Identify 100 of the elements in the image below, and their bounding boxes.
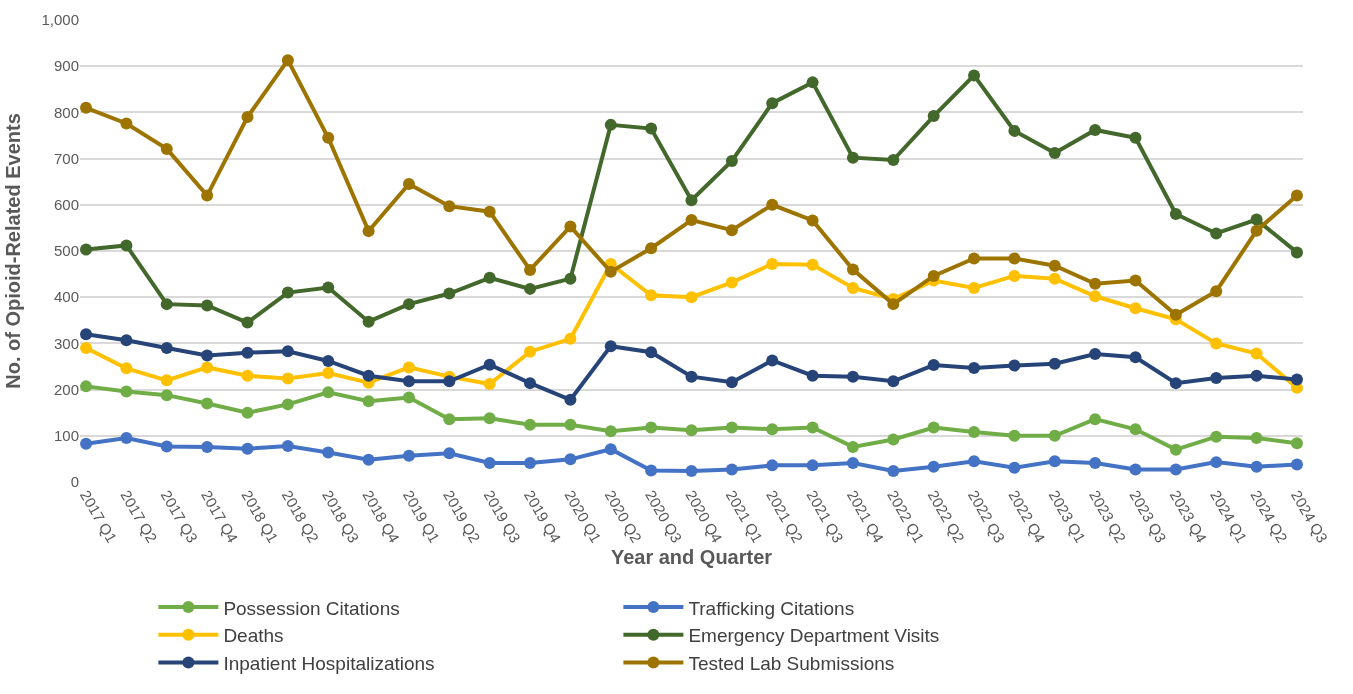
- point: [322, 354, 335, 367]
- point: [887, 464, 900, 477]
- y-tick-label: 700: [53, 149, 79, 167]
- point: [1129, 423, 1142, 436]
- point: [120, 432, 133, 445]
- point: [241, 316, 254, 329]
- point: [1129, 274, 1142, 287]
- point: [1048, 147, 1061, 160]
- point: [604, 265, 617, 278]
- point: [1008, 269, 1021, 282]
- y-tick-label: 300: [53, 334, 79, 352]
- point: [846, 151, 859, 164]
- point: [846, 457, 859, 470]
- point: [645, 289, 658, 302]
- point: [1250, 347, 1263, 360]
- point: [725, 154, 738, 167]
- point: [160, 389, 173, 402]
- point: [968, 281, 981, 294]
- point: [725, 463, 738, 476]
- point: [1089, 413, 1102, 426]
- point: [1250, 213, 1263, 226]
- point: [1290, 189, 1303, 202]
- point: [322, 446, 335, 459]
- point: [241, 346, 254, 359]
- legend-label: Inpatient Hospitalizations: [223, 652, 435, 674]
- point: [402, 449, 415, 462]
- point: [483, 358, 496, 371]
- point: [604, 118, 617, 131]
- point: [1290, 246, 1303, 259]
- legend-label: Deaths: [223, 625, 284, 647]
- point: [927, 460, 940, 473]
- point: [322, 366, 335, 379]
- point: [402, 391, 415, 404]
- y-tick-label: 500: [53, 242, 79, 260]
- point: [120, 239, 133, 252]
- point: [241, 369, 254, 382]
- point: [887, 433, 900, 446]
- point: [201, 397, 214, 410]
- point: [281, 398, 294, 411]
- point: [362, 369, 375, 382]
- point: [160, 342, 173, 355]
- point: [443, 375, 456, 388]
- point: [1089, 290, 1102, 303]
- point: [968, 426, 981, 439]
- point: [1210, 285, 1223, 298]
- y-tick-label: 200: [53, 380, 79, 398]
- legend-label: Tested Lab Submissions: [688, 652, 895, 674]
- point: [1210, 430, 1223, 443]
- point: [281, 54, 294, 67]
- point: [766, 257, 779, 270]
- point: [281, 286, 294, 299]
- point: [685, 214, 698, 227]
- point: [201, 299, 214, 312]
- point: [443, 413, 456, 426]
- point: [1250, 460, 1263, 473]
- point: [443, 287, 456, 300]
- point: [927, 269, 940, 282]
- point: [120, 385, 133, 398]
- point: [725, 276, 738, 289]
- point: [766, 423, 779, 436]
- point: [1169, 208, 1182, 221]
- point: [766, 198, 779, 211]
- point: [402, 178, 415, 190]
- point: [524, 345, 537, 358]
- point: [1008, 429, 1021, 442]
- point: [806, 76, 819, 89]
- point: [806, 258, 819, 271]
- point: [160, 298, 173, 311]
- point: [685, 194, 698, 207]
- point: [1008, 124, 1021, 137]
- point: [483, 457, 496, 470]
- point: [80, 328, 93, 341]
- point: [645, 122, 658, 135]
- point: [1048, 455, 1061, 468]
- point: [1210, 337, 1223, 350]
- point: [120, 117, 133, 130]
- y-tick-label: 1,000: [41, 11, 79, 29]
- point: [887, 153, 900, 166]
- point: [1210, 227, 1223, 240]
- point: [201, 349, 214, 362]
- point: [927, 110, 940, 123]
- point: [524, 377, 537, 390]
- point: [241, 111, 254, 124]
- point: [1129, 463, 1142, 476]
- point: [402, 375, 415, 388]
- point: [80, 437, 93, 450]
- point: [201, 440, 214, 453]
- point: [645, 242, 658, 255]
- point: [1048, 272, 1061, 285]
- y-tick-label: 100: [53, 427, 79, 445]
- point: [1048, 259, 1061, 272]
- point: [1169, 463, 1182, 476]
- point: [685, 291, 698, 304]
- point: [524, 418, 537, 431]
- point: [1290, 458, 1303, 471]
- y-axis-title: No. of Opioid-Related Events: [1, 113, 24, 389]
- point: [281, 345, 294, 358]
- point: [443, 200, 456, 213]
- point: [968, 361, 981, 374]
- point: [1169, 443, 1182, 456]
